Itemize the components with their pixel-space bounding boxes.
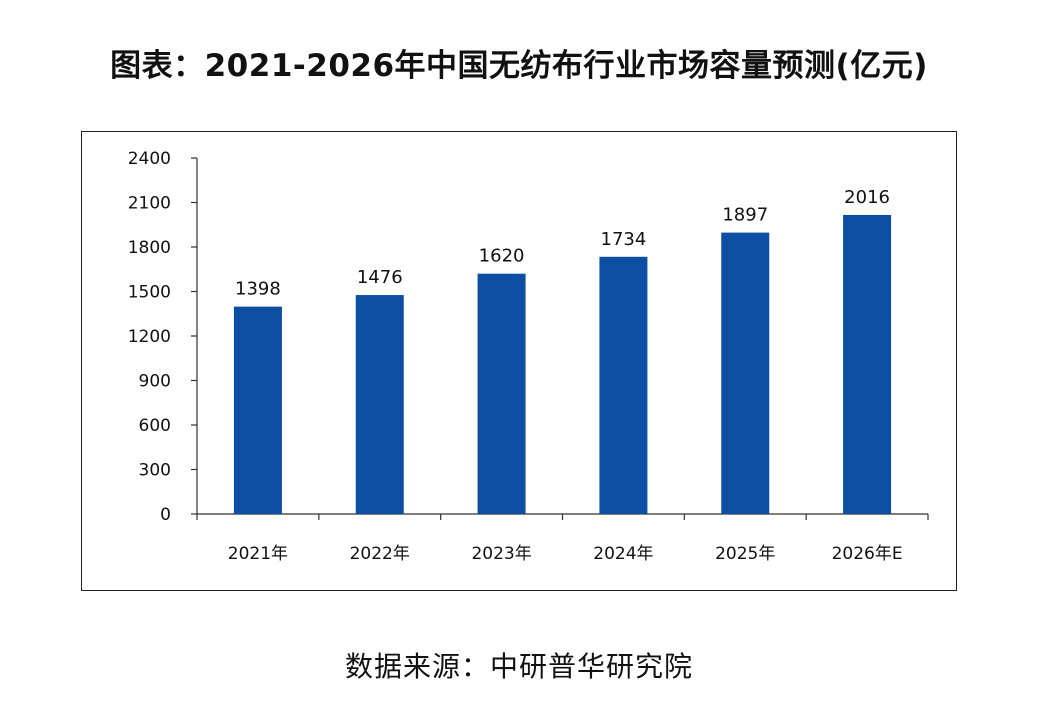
- data-label: 1897: [722, 205, 768, 226]
- y-tick-label: 1500: [128, 283, 171, 303]
- y-tick-label: 2400: [128, 149, 171, 169]
- y-tick-label: 1200: [128, 327, 171, 347]
- data-label: 1476: [357, 267, 403, 288]
- x-tick-label: 2026年E: [832, 544, 903, 564]
- y-axis-ticks: 0 300 600 900 1200 1500 1800 2100 2400: [128, 149, 197, 525]
- chart-bars: [233, 214, 892, 514]
- data-label: 1734: [601, 229, 647, 250]
- bar: [599, 256, 648, 514]
- x-axis-ticks: 2021年 2022年 2023年 2024年 2025年 2026年E: [196, 514, 929, 564]
- bar: [355, 295, 404, 514]
- y-tick-label: 1800: [128, 238, 171, 258]
- data-label: 1620: [479, 246, 525, 267]
- bar: [843, 214, 892, 514]
- x-tick-label: 2023年: [471, 544, 531, 564]
- data-source-note: 数据来源：中研普华研究院: [344, 650, 693, 683]
- y-tick-label: 900: [139, 372, 171, 392]
- x-tick-label: 2024年: [593, 544, 653, 564]
- x-tick-label: 2022年: [350, 544, 410, 564]
- y-tick-label: 300: [139, 461, 171, 481]
- x-tick-label: 2025年: [715, 544, 775, 564]
- chart-title: 图表：2021-2026年中国无纺布行业市场容量预测(亿元): [110, 48, 928, 84]
- bar: [477, 273, 526, 514]
- bar: [233, 306, 282, 514]
- bar: [721, 232, 770, 514]
- data-label: 2016: [844, 187, 890, 208]
- data-label: 1398: [235, 279, 281, 300]
- y-tick-label: 600: [139, 416, 171, 436]
- y-tick-label: 0: [160, 505, 171, 525]
- chart-axes: [196, 158, 928, 515]
- y-tick-label: 2100: [128, 194, 171, 214]
- x-tick-label: 2021年: [228, 544, 288, 564]
- chart-data-labels: 1398 1476 1620 1734 1897 2016: [235, 187, 890, 300]
